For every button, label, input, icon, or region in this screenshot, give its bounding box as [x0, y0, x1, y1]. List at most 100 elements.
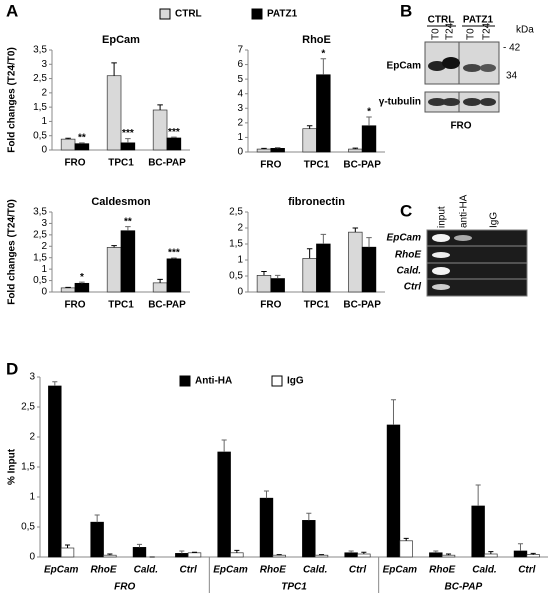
bar: [90, 521, 104, 558]
x-tick-label: FRO: [260, 300, 281, 311]
error-bar: [157, 104, 163, 110]
y-tick-label: 2,5: [33, 73, 47, 84]
y-tick-label: 2: [237, 117, 243, 128]
x-tick-label: BC-PAP: [343, 300, 381, 311]
bar: [316, 74, 331, 153]
y-tick-label: 6: [237, 59, 243, 70]
bar: [48, 385, 62, 558]
y-tick-label: 1,5: [21, 462, 35, 473]
significance-label: **: [78, 132, 86, 143]
y-tick-label: 3: [41, 59, 47, 70]
y-tick-label: 3,5: [33, 45, 47, 56]
error-bar: [111, 245, 117, 248]
y-tick-label: 4: [237, 88, 243, 99]
bar: [314, 554, 329, 558]
blot-band: [480, 64, 496, 72]
error-bar: [94, 514, 100, 523]
bar: [230, 552, 244, 558]
error-bar: [64, 544, 71, 548]
error-bar: [111, 62, 117, 76]
y-tick-label: 0,5: [33, 130, 47, 141]
panel-label: D: [6, 359, 18, 378]
bar: [272, 554, 286, 558]
error-bar: [348, 550, 354, 553]
group-label: TPC1: [281, 582, 307, 593]
x-tick-label: EpCam: [213, 565, 248, 576]
panel-label: C: [400, 201, 412, 220]
error-bar: [403, 537, 409, 541]
bar: [60, 287, 76, 293]
bar: [361, 246, 377, 293]
error-bar: [65, 137, 71, 140]
bar: [256, 275, 272, 293]
y-tick-label: 1: [29, 492, 35, 503]
y-tick-label: 5: [237, 74, 243, 85]
error-bar: [530, 552, 536, 555]
bar: [270, 278, 285, 293]
error-bar: [352, 227, 359, 233]
lane-label: T0: [466, 28, 477, 40]
error-bar: [306, 512, 312, 521]
significance-label: ***: [122, 128, 134, 139]
error-bar: [52, 381, 58, 386]
bar: [302, 258, 317, 293]
legend-label: Anti-HA: [195, 376, 232, 387]
protein-label: γ-tubulin: [379, 97, 421, 108]
group-label: FRO: [114, 582, 135, 593]
bar: [106, 75, 122, 151]
bar: [429, 552, 443, 558]
error-bar: [318, 554, 325, 556]
legend-swatch: [179, 375, 191, 387]
x-tick-label: FRO: [64, 300, 85, 311]
y-tick-label: 2,5: [21, 402, 35, 413]
x-tick-label: TPC1: [108, 300, 134, 311]
bar: [316, 243, 331, 293]
error-bar: [488, 551, 494, 554]
error-bar: [171, 257, 177, 259]
error-bar: [274, 274, 281, 279]
significance-label: *: [367, 107, 371, 118]
y-tick-label: 1,5: [33, 102, 47, 113]
error-bar: [445, 553, 452, 556]
legend-swatch: [159, 8, 171, 20]
bar: [441, 554, 456, 558]
gel-band: [432, 267, 450, 275]
error-bar: [171, 136, 177, 138]
error-bar: [390, 399, 397, 425]
significance-label: ***: [168, 248, 180, 259]
bar: [120, 142, 136, 151]
significance-label: *: [321, 48, 325, 59]
legend-swatch: [251, 8, 263, 20]
error-bar: [274, 147, 281, 149]
x-tick-label: TPC1: [108, 158, 134, 169]
y-tick-label: 7: [237, 45, 243, 56]
y-tick-label: 2,5: [229, 207, 243, 218]
condition-label: CTRL: [428, 15, 455, 26]
y-tick-label: 3: [29, 372, 35, 383]
bar: [344, 552, 358, 558]
cell-line-label: FRO: [450, 121, 471, 132]
marker-label: 34: [506, 71, 518, 82]
bar: [74, 282, 90, 293]
x-tick-label: FRO: [260, 160, 281, 171]
y-tick-label: 3: [41, 218, 47, 229]
error-bar: [125, 138, 131, 143]
chart-title: EpCam: [102, 34, 140, 46]
lane-label: IgG: [489, 212, 500, 228]
error-bar: [261, 147, 267, 150]
blot-band: [428, 61, 446, 71]
lane-label: input: [437, 206, 448, 228]
bar: [166, 258, 182, 293]
y-tick-label: 1: [237, 132, 243, 143]
bar: [217, 451, 231, 558]
bar: [175, 553, 189, 558]
bar: [259, 497, 274, 558]
error-bar: [179, 550, 185, 554]
significance-label: *: [80, 272, 84, 283]
x-tick-label: EpCam: [383, 565, 418, 576]
bar: [187, 552, 202, 558]
chart-title: fibronectin: [288, 196, 345, 208]
chart-title: Caldesmon: [91, 196, 151, 208]
legend-swatch: [271, 375, 283, 387]
bar: [60, 138, 76, 151]
